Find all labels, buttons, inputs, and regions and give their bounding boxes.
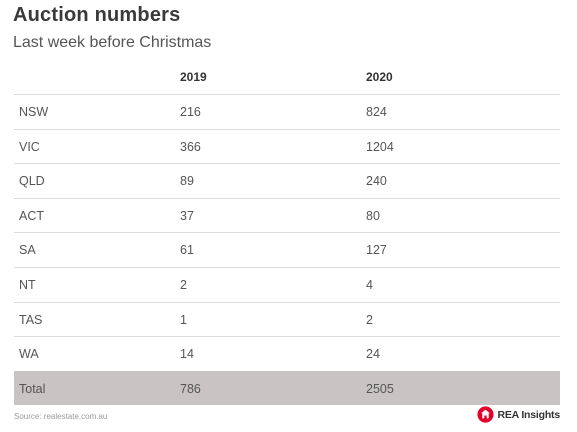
state-cell: Total [19,381,46,396]
state-cell: SA [19,243,36,258]
value-2020-cell: 4 [366,277,373,292]
value-2019-cell: 89 [180,174,194,189]
state-cell: WA [19,347,39,362]
value-2020-cell: 1204 [366,139,394,154]
value-2020-cell: 240 [366,174,387,189]
chart-subtitle: Last week before Christmas [13,34,212,51]
table-total-row: Total 786 2505 [14,370,560,406]
table-row: QLD 89 240 [14,163,560,198]
rea-house-icon [477,406,495,423]
auction-table: 2019 2020 NSW 216 824 VIC 366 1204 QLD 89 240 ACT… [14,60,560,406]
table-row: TAS 1 2 [14,301,560,337]
value-2020-cell: 24 [366,347,380,362]
value-2020-cell: 127 [366,243,387,258]
table-row: ACT 37 80 [14,197,560,233]
column-header-2019: 2019 [180,70,207,84]
value-2019-cell: 61 [180,243,194,258]
state-cell: ACT [19,208,44,223]
value-2019-cell: 366 [180,139,201,154]
value-2020-cell: 80 [366,208,380,223]
value-2019-cell: 216 [180,105,201,119]
value-2019-cell: 37 [180,208,194,223]
value-2019-cell: 2 [180,277,187,292]
state-cell: QLD [19,174,45,189]
logo-text: REA Insights [497,408,560,421]
value-2019-cell: 14 [180,347,194,362]
value-2019-cell: 1 [180,312,187,327]
value-2020-cell: 2505 [366,381,394,396]
value-2020-cell: 824 [366,105,387,119]
table-header: 2019 2020 [14,60,560,94]
state-cell: TAS [19,312,43,327]
state-cell: NSW [19,105,49,119]
table-body: NSW 216 824 VIC 366 1204 QLD 89 240 ACT 37 80 SA 61 12… [14,94,560,406]
source-note: Source: realestate.com.au [14,412,108,421]
table-row: NT 2 4 [14,266,560,302]
value-2019-cell: 786 [180,381,201,396]
table-row: SA 61 127 [14,232,560,267]
rea-insights-logo: REA Insights [477,406,560,423]
state-cell: VIC [19,139,40,154]
table-row: WA 14 24 [14,336,560,371]
state-cell: NT [19,277,36,292]
column-header-2020: 2020 [366,70,393,84]
table-row: VIC 366 1204 [14,128,560,164]
table-row: NSW 216 824 [14,94,560,129]
value-2020-cell: 2 [366,312,373,327]
chart-title: Auction numbers [13,4,181,26]
